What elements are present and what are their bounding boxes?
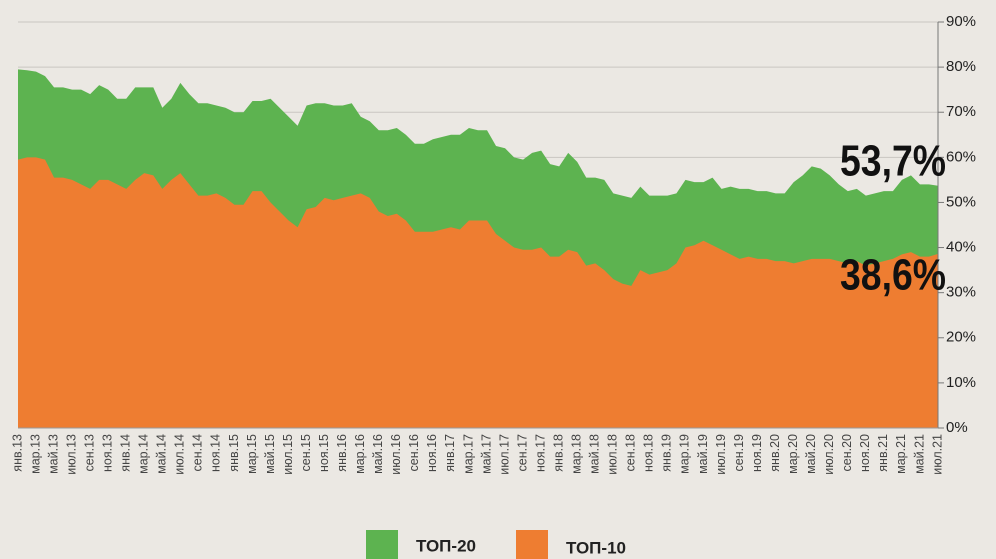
x-tick-label: янв.21 bbox=[876, 434, 890, 472]
x-tick-label: сен.17 bbox=[515, 434, 529, 472]
x-tick-label: ноя.15 bbox=[317, 434, 331, 472]
x-tick-label: сен.16 bbox=[407, 434, 421, 472]
x-tick-label: май.21 bbox=[912, 434, 926, 474]
x-tick-label: мар.16 bbox=[353, 434, 367, 474]
x-tick-label: июл.21 bbox=[930, 434, 944, 475]
x-tick-label: сен.13 bbox=[82, 434, 96, 472]
areas bbox=[18, 69, 938, 429]
x-tick-label: сен.14 bbox=[191, 434, 205, 472]
y-tick-label: 0% bbox=[946, 419, 968, 436]
x-tick-label: май.15 bbox=[263, 434, 277, 474]
x-tick-label: июл.19 bbox=[714, 434, 728, 475]
legend: ТОП-20 ТОП-10 bbox=[366, 530, 626, 559]
y-tick-label: 90% bbox=[946, 13, 976, 30]
y-tick-label: 20% bbox=[946, 329, 976, 346]
x-tick-label: янв.20 bbox=[768, 434, 782, 472]
x-tick-label: июл.14 bbox=[173, 434, 187, 475]
x-tick-label: мар.17 bbox=[461, 434, 475, 474]
area bbox=[18, 157, 938, 428]
x-tick-label: июл.17 bbox=[497, 434, 511, 475]
x-tick-label: сен.18 bbox=[624, 434, 638, 472]
x-tick-label: ноя.20 bbox=[858, 434, 872, 472]
x-tick-label: май.14 bbox=[155, 434, 169, 474]
x-tick-label: май.17 bbox=[479, 434, 493, 474]
axes: 0% 10% 20% 30% 40% 50% 60% 70% 80% 90% янв.13 мар.1… bbox=[10, 13, 976, 475]
x-tick-label: май.20 bbox=[804, 434, 818, 474]
x-tick-label: май.16 bbox=[371, 434, 385, 474]
x-tick-label: июл.18 bbox=[606, 434, 620, 475]
x-tick-label: июл.13 bbox=[64, 434, 78, 475]
value-label: 38,6% bbox=[840, 250, 946, 299]
x-tick-label: мар.21 bbox=[894, 434, 908, 474]
legend-swatch bbox=[366, 530, 398, 559]
x-tick-label: мар.19 bbox=[678, 434, 692, 474]
x-tick-label: янв.15 bbox=[227, 434, 241, 472]
x-tick-label: июл.15 bbox=[281, 434, 295, 475]
x-tick-label: ноя.13 bbox=[100, 434, 114, 472]
y-tick-label: 70% bbox=[946, 103, 976, 120]
x-tick-label: июл.20 bbox=[822, 434, 836, 475]
x-tick-label: янв.18 bbox=[551, 434, 565, 472]
x-tick-label: янв.16 bbox=[335, 434, 349, 472]
x-tick-label: ноя.14 bbox=[209, 434, 223, 472]
x-tick-label: сен.15 bbox=[299, 434, 313, 472]
x-tick-label: мар.18 bbox=[570, 434, 584, 474]
x-tick-label: мар.13 bbox=[28, 434, 42, 474]
value-label: 53,7% bbox=[840, 136, 946, 185]
x-tick-label: янв.13 bbox=[10, 434, 24, 472]
y-tick-label: 10% bbox=[946, 374, 976, 391]
x-tick-label: ноя.17 bbox=[533, 434, 547, 472]
y-tick-label: 80% bbox=[946, 58, 976, 75]
x-tick-label: ноя.16 bbox=[425, 434, 439, 472]
x-tick-label: янв.14 bbox=[119, 434, 133, 472]
x-tick-label: янв.19 bbox=[660, 434, 674, 472]
x-tick-label: ноя.18 bbox=[642, 434, 656, 472]
x-tick-label: мар.20 bbox=[786, 434, 800, 474]
legend-swatch bbox=[516, 530, 548, 559]
x-tick-label: ноя.19 bbox=[750, 434, 764, 472]
x-tick-label: мар.14 bbox=[137, 434, 151, 474]
y-tick-label: 30% bbox=[946, 284, 976, 301]
y-tick-label: 40% bbox=[946, 239, 976, 256]
x-tick-label: сен.19 bbox=[732, 434, 746, 472]
x-tick-label: июл.16 bbox=[389, 434, 403, 475]
labels: 53,7% 38,6% bbox=[840, 136, 946, 299]
x-tick-label: май.19 bbox=[696, 434, 710, 474]
y-tick-label: 50% bbox=[946, 193, 976, 210]
x-tick-label: май.13 bbox=[46, 434, 60, 474]
x-tick-label: мар.15 bbox=[245, 434, 259, 474]
y-tick-label: 60% bbox=[946, 148, 976, 165]
legend-label: ТОП-20 bbox=[416, 536, 476, 555]
x-tick-label: янв.17 bbox=[443, 434, 457, 472]
x-tick-label: сен.20 bbox=[840, 434, 854, 472]
legend-label: ТОП-10 bbox=[566, 538, 626, 557]
x-tick-label: май.18 bbox=[588, 434, 602, 474]
